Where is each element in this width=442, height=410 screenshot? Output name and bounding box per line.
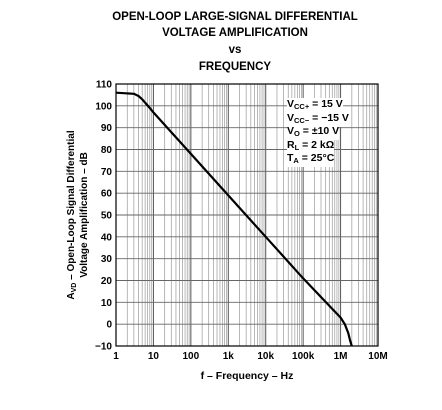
y-tick-label: −10 — [95, 342, 112, 353]
x-tick-label: 10k — [257, 351, 274, 362]
y-tick-label: 40 — [101, 232, 113, 243]
condition-subscript: A — [293, 156, 299, 165]
test-condition: TA = 25°C — [287, 152, 335, 167]
chart-title-line-3: vs — [228, 44, 242, 56]
y-label-subscript: VD — [71, 283, 78, 293]
condition-symbol: V — [287, 111, 295, 124]
chart-title-line-4: FREQUENCY — [198, 61, 272, 73]
y-tick-label: 0 — [106, 320, 112, 331]
y-tick-label: 30 — [101, 254, 113, 265]
y-tick-label: 110 — [96, 80, 113, 91]
test-condition: VCC− = −15 V — [287, 111, 349, 127]
test-condition: VO = ±10 V — [287, 125, 340, 140]
condition-subscript: O — [294, 129, 300, 138]
condition-subscript: CC− — [294, 115, 310, 125]
condition-subscript: CC+ — [294, 102, 310, 111]
x-tick-labels: 1 10 100 1k 10k 100k 1M 10M — [113, 351, 388, 362]
condition-value: = 15 V — [309, 98, 343, 110]
condition-value: = 25°C — [298, 152, 335, 164]
x-tick-label: 1 — [113, 351, 119, 362]
condition-symbol: V — [287, 98, 295, 110]
y-tick-label: 50 — [101, 211, 113, 222]
y-tick-label: 10 — [101, 298, 113, 309]
y-label-text: – Open-Loop Signal Differential — [66, 130, 77, 282]
y-tick-label: 20 — [101, 276, 113, 287]
x-tick-label: 1M — [334, 351, 348, 362]
y-tick-label: 70 — [101, 167, 113, 178]
y-tick-label: 100 — [95, 101, 112, 112]
series-curve-group — [115, 91, 353, 347]
y-label-symbol: A — [66, 292, 77, 299]
y-tick-label: 90 — [101, 123, 113, 134]
y-tick-label: 60 — [101, 189, 113, 200]
series-line — [115, 91, 353, 347]
test-condition: RL = 2 kΩ — [287, 138, 335, 154]
condition-value: = −15 V — [309, 111, 349, 124]
y-tick-label: 80 — [101, 145, 113, 156]
x-tick-label: 10M — [368, 351, 387, 362]
x-axis-label: f – Frequency – Hz — [201, 370, 294, 382]
x-tick-label: 100 — [183, 351, 200, 362]
condition-subscript: L — [294, 142, 300, 152]
x-tick-label: 1k — [223, 351, 235, 362]
chart-title-line-2: VOLTAGE AMPLIFICATION — [162, 27, 308, 39]
y-axis-label-second: Voltage Amplification – dB — [79, 152, 90, 278]
plot-frame — [115, 83, 379, 347]
y-axis-label-main: AVD – Open-Loop Signal Differential — [66, 130, 78, 299]
x-tick-label: 100k — [292, 351, 315, 362]
condition-symbol: V — [287, 125, 295, 137]
x-tick-label: 10 — [148, 351, 160, 362]
condition-value: = ±10 V — [299, 125, 340, 137]
condition-value: = 2 kΩ — [299, 138, 335, 151]
condition-symbol: R — [287, 138, 295, 151]
chart-title-line-1: OPEN-LOOP LARGE-SIGNAL DIFFERENTIAL — [112, 11, 358, 23]
condition-symbol: T — [287, 152, 294, 164]
test-condition: VCC+ = 15 V — [287, 98, 343, 113]
